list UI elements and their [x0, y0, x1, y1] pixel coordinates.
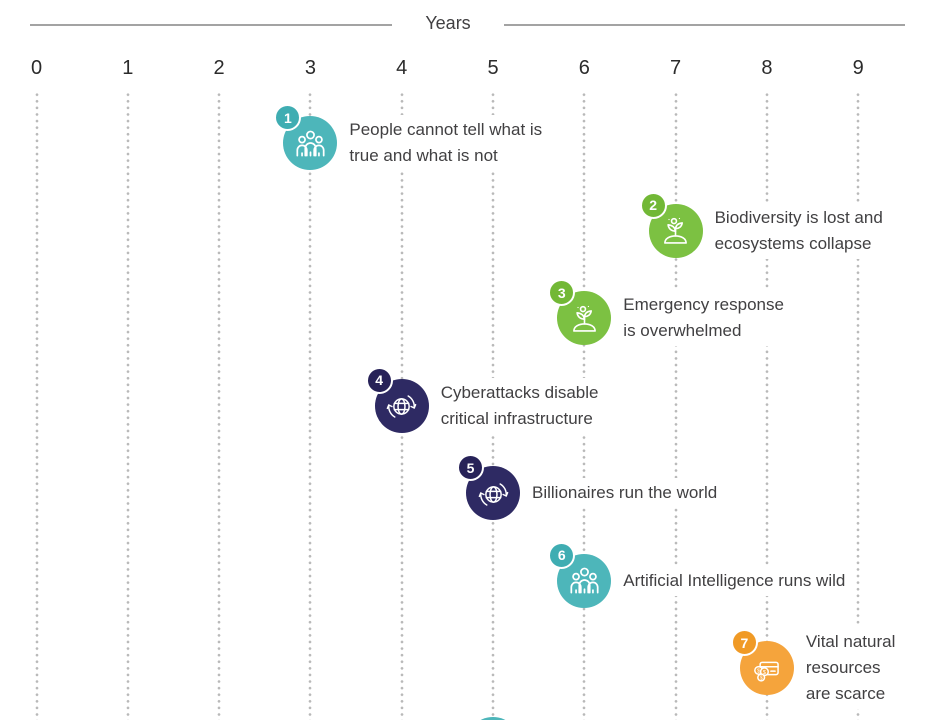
- svg-text:$: $: [757, 668, 761, 674]
- event-label-line: critical infrastructure: [440, 408, 593, 428]
- axis-tick: 8: [761, 57, 773, 79]
- event-marker: 2: [639, 191, 703, 258]
- event-marker: 5: [457, 454, 520, 520]
- event-label: People cannot tell what is true and what …: [344, 115, 548, 171]
- event-label-line: is overwhelmed: [623, 321, 742, 340]
- event-marker: 4: [365, 366, 429, 433]
- axis-tick: 5: [487, 57, 499, 79]
- event-number: 6: [557, 547, 566, 563]
- globe-icon: [478, 482, 508, 506]
- event-label-line: Cyberattacks disable: [440, 382, 599, 402]
- axis-tick: 6: [578, 57, 590, 79]
- dotted-gridline: [35, 93, 38, 720]
- axis-title: Years: [404, 13, 492, 34]
- event-marker: $ $ $7: [730, 629, 794, 695]
- people-icon: [570, 567, 599, 594]
- sprout-icon: [572, 305, 596, 332]
- axis-title-divider-right: [504, 24, 905, 26]
- event-number-badge: 1: [274, 104, 302, 131]
- svg-text:$: $: [760, 675, 763, 681]
- event-number: 2: [649, 197, 657, 213]
- axis-tick: 7: [670, 57, 682, 79]
- partial-event-marker: [466, 717, 520, 720]
- event-label: Billionaires run the world: [527, 478, 723, 508]
- event-marker: 3: [548, 279, 612, 345]
- axis-tick: 4: [396, 57, 408, 79]
- event-label-line: Biodiversity is lost and: [714, 207, 883, 227]
- event-label: Vital natural resources are scarce: [800, 627, 901, 709]
- event-number-badge: 6: [548, 541, 576, 569]
- event-number-badge: 7: [730, 629, 758, 656]
- event-label: Emergency response is overwhelmed: [618, 290, 789, 346]
- event-label-line: resources: [805, 658, 881, 677]
- event-number-badge: 5: [457, 454, 484, 481]
- axis-tick: 0: [30, 57, 43, 79]
- event-number-badge: 3: [548, 279, 576, 306]
- sprout-icon: [664, 217, 688, 244]
- event-marker: 1: [274, 104, 338, 170]
- money-icon: $ $$: [754, 661, 780, 682]
- dotted-gridline: [217, 93, 221, 720]
- event-label-line: true and what is not: [349, 146, 498, 165]
- dotted-gridline: [674, 93, 678, 720]
- dotted-gridline: [856, 93, 860, 720]
- axis-tick: 1: [122, 57, 134, 79]
- people-icon: [296, 130, 325, 156]
- event-number: 3: [557, 284, 566, 301]
- dotted-gridline: [126, 93, 130, 720]
- event-marker: 6: [548, 541, 612, 608]
- axis-tick: 9: [852, 57, 864, 79]
- axis-tick: 3: [304, 57, 316, 79]
- event-label-line: Vital natural: [805, 632, 896, 651]
- event-number: 4: [375, 372, 384, 388]
- dotted-gridline: [765, 93, 769, 720]
- event-label-line: Artificial Intelligence runs wild: [623, 570, 846, 590]
- event-label: Cyberattacks disable critical infrastruct…: [435, 377, 604, 434]
- event-label-line: People cannot tell what is: [349, 120, 543, 139]
- event-number: 7: [740, 634, 749, 651]
- dotted-gridline: [308, 93, 312, 720]
- event-label-line: Emergency response: [623, 295, 784, 314]
- event-label: Artificial Intelligence runs wild: [618, 565, 851, 596]
- event-label-line: are scarce: [805, 684, 886, 703]
- event-number-badge: 4: [365, 366, 393, 394]
- event-number: 1: [283, 109, 292, 126]
- event-number: 5: [466, 459, 475, 476]
- event-label: Biodiversity is lost and ecosystems colla…: [709, 202, 888, 259]
- axis-tick: 2: [213, 57, 225, 79]
- event-label-line: Billionaires run the world: [532, 483, 718, 502]
- svg-text:$: $: [763, 669, 767, 675]
- event-label-line: ecosystems collapse: [714, 233, 872, 253]
- globe-icon: [386, 395, 417, 418]
- axis-title-divider-left: [30, 24, 392, 26]
- event-number-badge: 2: [639, 191, 667, 219]
